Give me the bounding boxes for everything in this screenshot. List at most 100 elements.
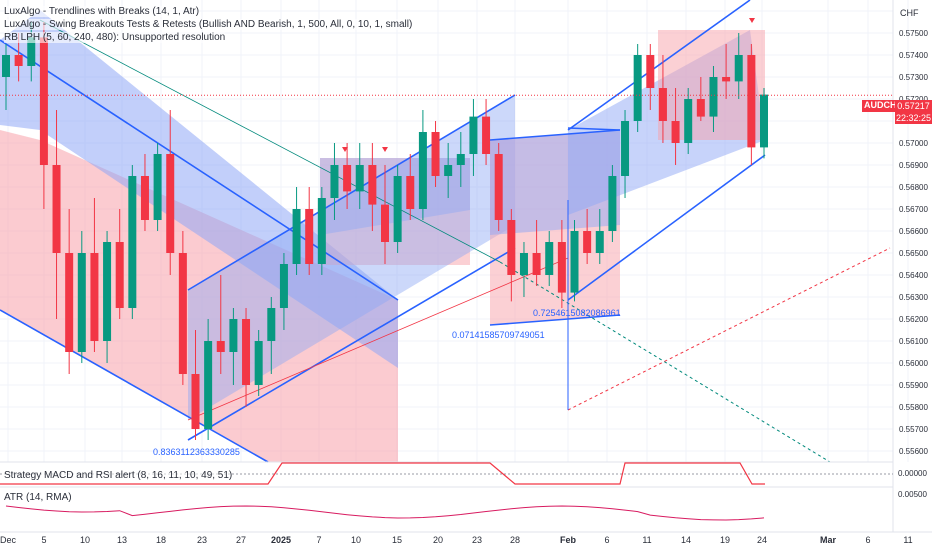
legend-trendlines[interactable]: LuxAlgo - Trendlines with Breaks (14, 1,…: [4, 6, 200, 17]
channel-line-lower-2: [187, 247, 516, 441]
current-price: 0.57217: [897, 101, 930, 111]
candle-body: [709, 77, 718, 117]
candle-body: [494, 154, 503, 220]
atr-legend[interactable]: ATR (14, RMA): [4, 492, 72, 503]
candle-body: [65, 253, 74, 352]
candle: [633, 44, 642, 132]
candle: [140, 154, 149, 231]
price-axis-label: 0.56600: [899, 227, 928, 236]
candle-body: [595, 231, 604, 253]
candle-body: [52, 165, 61, 253]
candle-body: [39, 37, 48, 165]
candle-body: [684, 99, 693, 143]
candle-body: [153, 154, 162, 220]
candle-body: [671, 121, 680, 143]
candle: [267, 297, 276, 374]
candle: [722, 44, 731, 99]
price-axis-label: 0.57000: [899, 139, 928, 148]
currency-label: CHF: [900, 8, 919, 18]
fib-annotation: 0.8363112363330285: [153, 447, 240, 457]
legend-rb[interactable]: RB LPH (5, 60, 240, 480): Unsupported re…: [4, 32, 226, 43]
candle: [355, 143, 364, 209]
candle: [305, 187, 314, 275]
symbol-tag: AUDCHF: [862, 100, 902, 112]
candle: [191, 330, 200, 440]
candle: [27, 22, 36, 82]
candle-body: [760, 94, 768, 148]
candle: [242, 308, 251, 407]
candle: [90, 198, 99, 352]
candle-body: [456, 154, 465, 165]
trend-line-teal-dashed: [499, 261, 831, 463]
candle-body: [532, 253, 541, 275]
time-axis-label: 11: [903, 535, 912, 545]
pink-zone-1: [0, 130, 398, 462]
candle: [747, 44, 756, 165]
candle: [254, 330, 263, 396]
candle: [621, 110, 630, 198]
candle: [77, 231, 86, 363]
legend-swing[interactable]: LuxAlgo - Swing Breakouts Tests & Retest…: [4, 19, 413, 30]
candle-body: [103, 242, 112, 341]
candle-body: [406, 176, 415, 209]
price-axis-label: 0.56800: [899, 183, 928, 192]
fib-annotation: 0.07141585709749051: [452, 330, 545, 340]
price-axis-label: 0.55700: [899, 425, 928, 434]
time-axis-label: 24: [757, 535, 767, 545]
candle: [658, 55, 667, 143]
blue-zone-1: [0, 10, 398, 368]
candle-body: [557, 242, 566, 293]
candle-body: [330, 165, 339, 198]
sell-signal-marker: [342, 147, 348, 152]
current-price-tag: 0.57217 22:32:25: [895, 100, 932, 124]
price-axis-label: 0.56500: [899, 249, 928, 258]
candle: [216, 275, 225, 374]
channel-line-upper-2: [187, 94, 516, 291]
sell-signal-marker: [382, 147, 388, 152]
candle: [671, 88, 680, 165]
time-axis-label: Dec: [0, 535, 16, 545]
time-axis-label: 19: [720, 535, 730, 545]
candle: [166, 110, 175, 275]
candle-body: [355, 165, 364, 192]
candle-body: [191, 374, 200, 429]
candle: [52, 110, 61, 319]
candle-body: [14, 55, 23, 66]
candle-body: [734, 55, 743, 82]
channel-line-4: [489, 129, 621, 141]
candle-body: [27, 37, 36, 66]
candle-body: [343, 165, 352, 192]
candle: [469, 99, 478, 176]
candle: [292, 187, 301, 275]
time-axis-label: 23: [472, 535, 482, 545]
channel-line-3: [567, 127, 621, 131]
candle-body: [418, 132, 427, 209]
candle: [178, 231, 187, 385]
price-axis-label: 0.56200: [899, 315, 928, 324]
candle: [684, 88, 693, 154]
candle: [482, 99, 491, 165]
time-axis-label: 5: [41, 535, 46, 545]
candle: [229, 308, 238, 385]
candle-body: [178, 253, 187, 374]
candle: [760, 88, 768, 159]
candle-body: [570, 231, 579, 293]
candle-body: [242, 319, 251, 385]
macd-legend[interactable]: Strategy MACD and RSI alert (8, 16, 11, …: [4, 470, 233, 481]
candle-body: [204, 341, 213, 429]
candle-body: [507, 220, 516, 275]
candle: [507, 209, 516, 302]
candle: [279, 253, 288, 330]
candle-body: [646, 55, 655, 88]
atr-line: [5, 505, 765, 521]
candle: [368, 143, 377, 231]
candle-body: [393, 176, 402, 242]
candle-body: [633, 55, 642, 121]
candle: [570, 220, 579, 302]
time-axis-label: 6: [604, 535, 609, 545]
candle: [393, 165, 402, 253]
candle: [406, 154, 415, 220]
candle: [595, 209, 604, 264]
